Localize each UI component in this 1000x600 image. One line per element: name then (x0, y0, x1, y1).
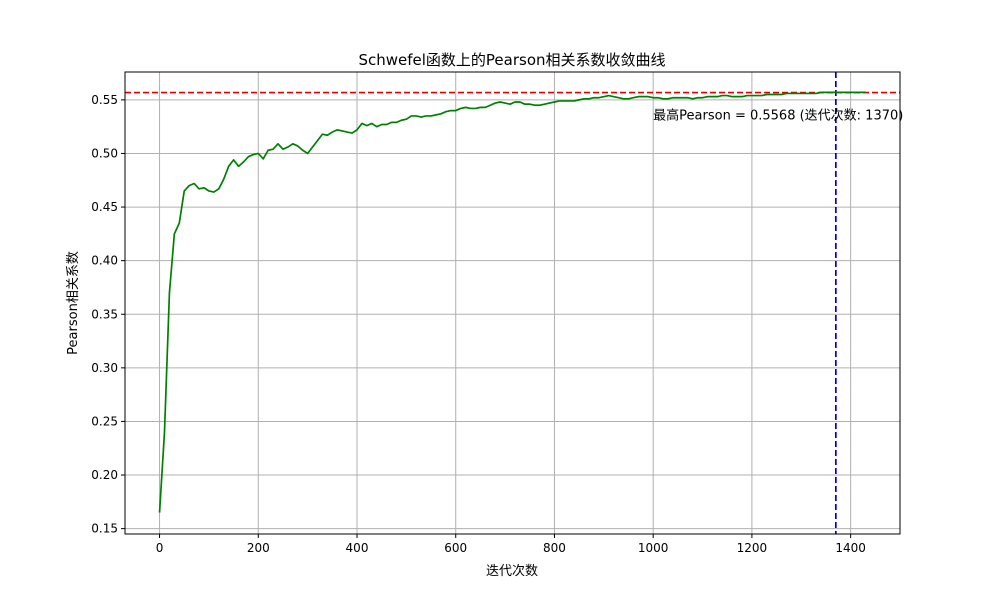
reference-lines (125, 72, 900, 534)
y-tick-label: 0.30 (91, 361, 118, 375)
plot-frame (124, 71, 901, 535)
series-line-0 (158, 91, 866, 513)
y-tick-label: 0.50 (91, 146, 118, 160)
x-tick-label: 1400 (835, 541, 866, 555)
x-axis-title: 迭代次数 (486, 563, 538, 579)
y-tick-label: 0.15 (91, 522, 118, 536)
x-tick-label: 800 (543, 541, 566, 555)
y-ticks: 0.15 0.20 0.25 0.30 0.35 0.40 0.45 0.50 0.55 (91, 93, 125, 536)
x-tick-label: 1200 (737, 541, 768, 555)
x-tick-label: 600 (444, 541, 467, 555)
plot-background (125, 72, 900, 534)
grid-lines (125, 72, 900, 534)
x-tick-label: 1000 (638, 541, 669, 555)
y-tick-label: 0.20 (91, 468, 118, 482)
y-axis-title: Pearson相关系数 (66, 251, 81, 355)
y-tick-label: 0.40 (91, 254, 118, 268)
x-tick-label: 0 (156, 541, 164, 555)
chart-title: Schwefel函数上的Pearson相关系数收敛曲线 (358, 51, 665, 69)
y-tick-label: 0.25 (91, 414, 118, 428)
x-tick-label: 200 (247, 541, 270, 555)
max-pearson-annotation: 最高Pearson = 0.5568 (迭代次数: 1370) (653, 108, 903, 124)
y-tick-label: 0.45 (91, 200, 118, 214)
x-ticks: 0 200 400 600 800 1000 1200 1400 (156, 534, 866, 555)
x-tick-label: 400 (346, 541, 369, 555)
y-tick-label: 0.35 (91, 307, 118, 321)
series-layer (158, 91, 866, 513)
y-tick-label: 0.55 (91, 93, 118, 107)
